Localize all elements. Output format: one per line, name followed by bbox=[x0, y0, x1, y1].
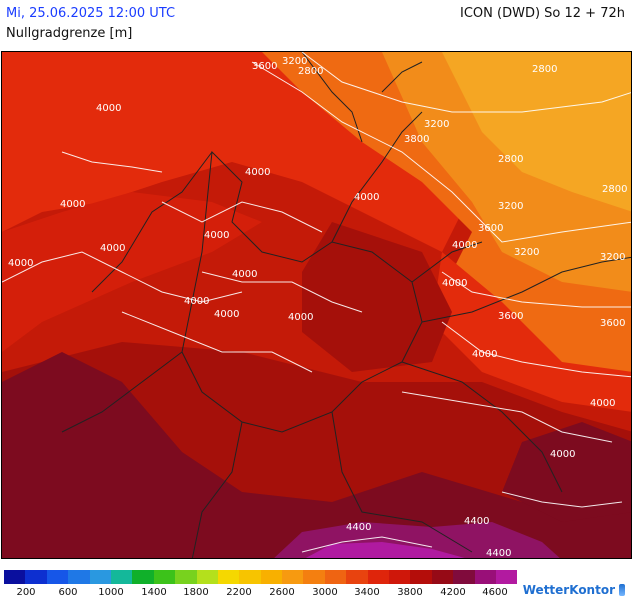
contour-label: 4000 bbox=[60, 199, 85, 210]
legend-tick: 4600 bbox=[482, 587, 508, 598]
contour-label: 4000 bbox=[184, 296, 209, 307]
legend-tick: 3400 bbox=[354, 587, 380, 598]
contour-label: 3200 bbox=[424, 119, 449, 130]
parameter-title: Nullgradgrenze [m] bbox=[6, 26, 133, 41]
brand-name: WetterKontor bbox=[522, 583, 615, 597]
brand-mark-icon bbox=[619, 584, 625, 596]
contour-label: 2800 bbox=[498, 154, 523, 165]
legend-swatch bbox=[153, 570, 176, 584]
legend-swatch bbox=[110, 570, 133, 584]
contour-lines bbox=[2, 52, 631, 553]
legend-swatch bbox=[217, 570, 240, 584]
contour-label: 2800 bbox=[532, 64, 557, 75]
color-legend bbox=[4, 570, 518, 584]
legend-swatch bbox=[474, 570, 496, 584]
contour-label: 4400 bbox=[464, 516, 489, 527]
contour-label: 3600 bbox=[478, 223, 503, 234]
freezing-level-map: 3600 3200 2800 2800 4000 3800 3200 2800 … bbox=[2, 52, 631, 559]
legend-tick: 600 bbox=[58, 587, 78, 598]
legend-swatch bbox=[25, 570, 47, 584]
contour-label: 4000 bbox=[204, 230, 229, 241]
legend-swatch bbox=[324, 570, 347, 584]
contour-label: 4000 bbox=[472, 349, 497, 360]
legend-swatch bbox=[495, 570, 518, 584]
country-borders bbox=[61, 52, 631, 558]
contour-label-group: 3600 3200 2800 2800 4000 3800 3200 2800 … bbox=[8, 56, 627, 559]
contour-label: 3200 bbox=[282, 56, 307, 67]
brand-logo[interactable]: WetterKontor bbox=[523, 583, 625, 597]
legend-swatch bbox=[132, 570, 154, 584]
field-4400-east bbox=[502, 422, 631, 522]
legend-swatch bbox=[346, 570, 368, 584]
legend-swatch bbox=[4, 570, 26, 584]
legend-tick: 2200 bbox=[226, 587, 252, 598]
field-4400-sw bbox=[2, 352, 631, 558]
legend-tick: 3800 bbox=[397, 587, 423, 598]
contour-label: 4000 bbox=[550, 449, 575, 460]
contour-label: 4000 bbox=[214, 309, 239, 320]
legend-tick: 3000 bbox=[312, 587, 338, 598]
legend-tick-labels: 200 600 1000 1400 1800 2200 2600 3000 34… bbox=[0, 587, 633, 601]
field-4800 bbox=[305, 542, 465, 558]
contour-label: 4000 bbox=[245, 167, 270, 178]
legend-swatch bbox=[46, 570, 69, 584]
legend-swatch bbox=[431, 570, 454, 584]
contour-label: 4000 bbox=[232, 269, 257, 280]
contour-label: 4000 bbox=[96, 103, 121, 114]
legend-swatch bbox=[260, 570, 283, 584]
legend-tick: 1800 bbox=[183, 587, 209, 598]
legend-tick: 1400 bbox=[141, 587, 167, 598]
contour-label: 3200 bbox=[514, 247, 539, 258]
legend-swatch bbox=[196, 570, 218, 584]
contour-label: 4000 bbox=[8, 258, 33, 269]
contour-label: 4400 bbox=[486, 548, 511, 559]
legend-swatch bbox=[410, 570, 432, 584]
field-3600-nw bbox=[2, 52, 472, 252]
contour-label: 2800 bbox=[602, 184, 627, 195]
model-run-label: ICON (DWD) So 12 + 72h bbox=[460, 6, 625, 21]
contour-label: 3800 bbox=[404, 134, 429, 145]
contour-label: 3600 bbox=[600, 318, 625, 329]
legend-swatch bbox=[89, 570, 111, 584]
legend-swatch bbox=[239, 570, 261, 584]
legend-swatch bbox=[453, 570, 475, 584]
contour-label: 4000 bbox=[100, 243, 125, 254]
contour-label: 4000 bbox=[354, 192, 379, 203]
field-3800 bbox=[2, 192, 262, 352]
legend-tick: 2600 bbox=[269, 587, 295, 598]
legend-swatch bbox=[68, 570, 90, 584]
contour-label: 4000 bbox=[442, 278, 467, 289]
field-yellow-orange bbox=[442, 52, 631, 212]
legend-swatch bbox=[175, 570, 197, 584]
legend-swatch bbox=[282, 570, 304, 584]
legend-swatch bbox=[367, 570, 390, 584]
contour-label: 4400 bbox=[346, 522, 371, 533]
legend-swatch bbox=[303, 570, 325, 584]
contour-label: 2800 bbox=[298, 66, 323, 77]
field-4200-center bbox=[302, 222, 452, 372]
legend-tick: 200 bbox=[16, 587, 36, 598]
legend-tick: 1000 bbox=[98, 587, 124, 598]
contour-label: 3200 bbox=[600, 252, 625, 263]
run-datetime: Mi, 25.06.2025 12:00 UTC bbox=[6, 6, 176, 21]
contour-label: 4000 bbox=[452, 240, 477, 251]
legend-swatch bbox=[389, 570, 411, 584]
contour-label: 3600 bbox=[498, 311, 523, 322]
weather-map[interactable]: 3600 3200 2800 2800 4000 3800 3200 2800 … bbox=[1, 51, 632, 559]
contour-label: 4000 bbox=[288, 312, 313, 323]
legend-tick: 4200 bbox=[440, 587, 466, 598]
contour-label: 3600 bbox=[252, 61, 277, 72]
contour-label: 3200 bbox=[498, 201, 523, 212]
contour-label: 4000 bbox=[590, 398, 615, 409]
